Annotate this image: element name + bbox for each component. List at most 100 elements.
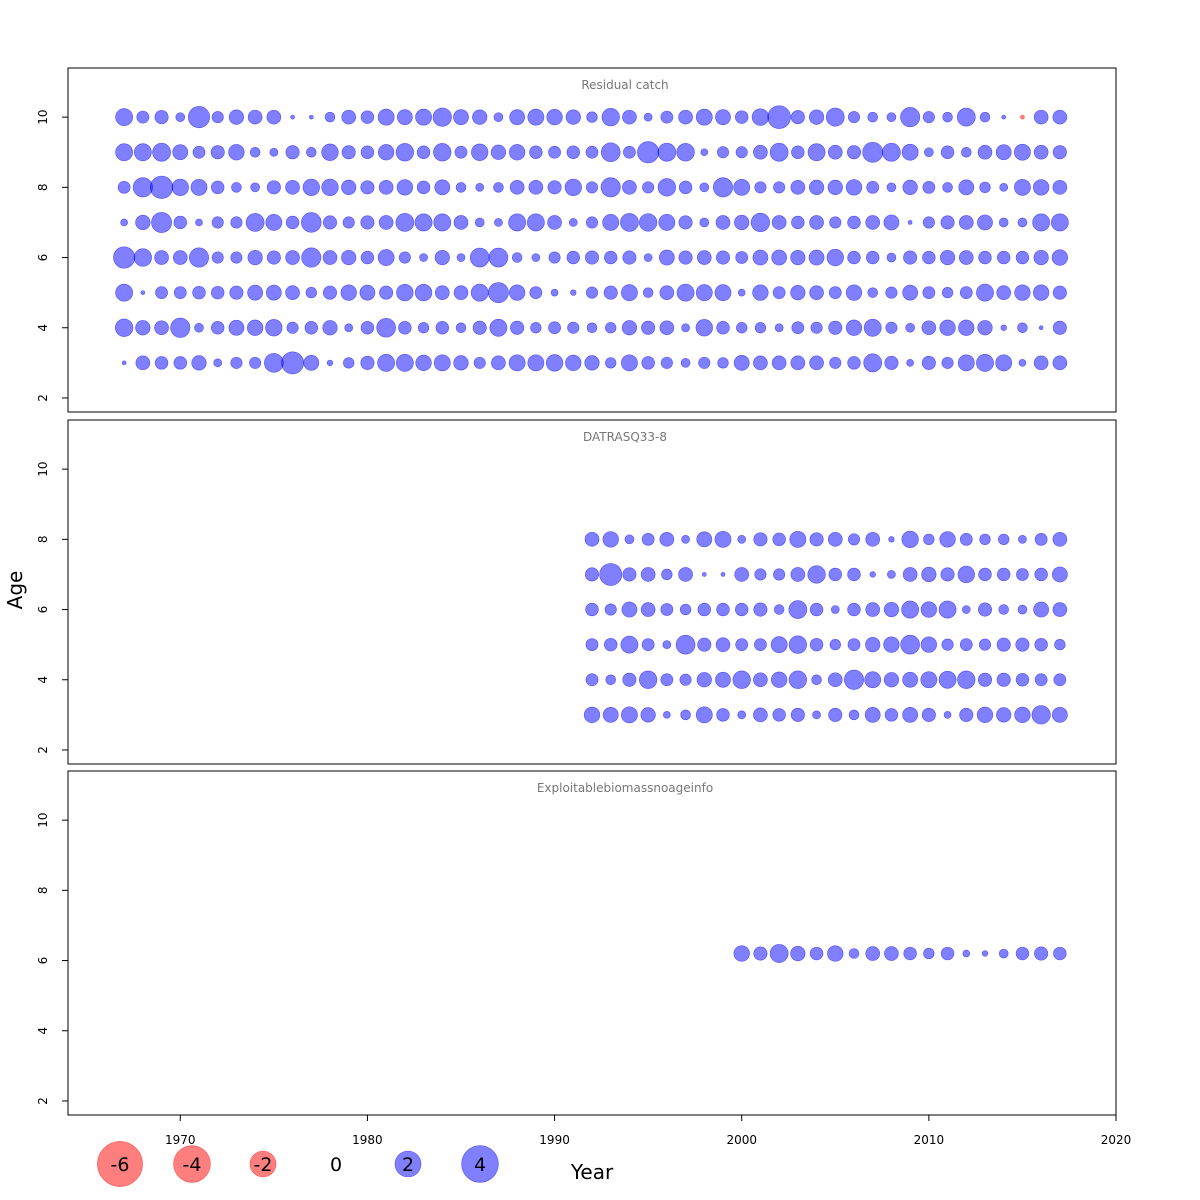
bubble [922,286,936,300]
y-tick-label: 2 [36,746,50,754]
bubble [266,250,281,265]
bubble [699,182,710,193]
bubble [735,110,749,124]
legend-label: -4 [183,1154,202,1176]
bubble [509,109,526,126]
bubble [113,246,136,269]
bubble [1052,145,1067,160]
bubble [680,358,691,368]
bubble [698,356,711,369]
bubble [194,322,204,333]
bubble [735,602,749,617]
bubble [1031,705,1051,725]
legend-label: 0 [330,1154,342,1176]
bubble [1014,284,1031,301]
bubble [791,145,805,159]
y-tick-label: 2 [36,394,50,402]
bubble [753,707,768,723]
bubble [830,605,840,614]
bubble [735,146,748,159]
bubble [829,356,842,369]
bubble [979,111,991,123]
bubble [228,144,245,161]
bubble [245,213,265,232]
bubble [620,213,639,232]
y-tick-label: 2 [36,1097,50,1105]
bubble [807,143,826,162]
bubble [995,354,1013,372]
bubble [548,251,561,264]
bubble [976,706,994,723]
bubble [489,318,508,337]
bubble [621,284,638,302]
bubble [788,670,807,689]
bubble [996,672,1011,687]
bubble [435,321,449,335]
bubble [1034,946,1049,961]
bubble [526,213,545,232]
bubble [959,286,973,300]
bubble [302,178,320,196]
bubble [978,567,992,582]
bubble [866,180,880,194]
bubble [1018,534,1027,544]
bubble [341,145,356,160]
panel-title: Exploitablebiomassnoageinfo [537,781,713,795]
bubble [586,322,598,334]
bubble [414,213,433,232]
bubble [847,215,861,230]
bubble [940,215,955,230]
bubble [604,250,618,265]
bubble [958,215,974,230]
bubble [678,109,693,125]
bubble [230,251,243,264]
bubble [1052,355,1068,371]
bubble [922,216,935,229]
bubble [132,177,153,198]
bubble [133,248,152,267]
bubble [211,180,225,195]
bubble [527,108,545,126]
bubble [827,672,843,688]
bubble [602,531,619,548]
bubble [829,638,841,651]
bubble [735,638,749,652]
bubble [695,319,713,337]
bubble [1014,178,1031,196]
bubble [678,567,693,582]
bubble [565,354,582,371]
bubble [866,250,880,265]
bubble [863,318,882,337]
bubble [864,706,881,723]
bubble [396,179,413,196]
bubble [509,144,526,161]
bubble [603,285,618,300]
bubble [903,250,918,265]
bubble [920,601,937,618]
bubble [977,214,993,231]
bubble [247,319,264,336]
bubble [469,247,490,268]
bubble [920,636,937,653]
bubble [1033,355,1049,371]
bubble [641,532,655,546]
bubble [882,142,901,162]
bubble [996,285,1012,300]
x-tick-label: 1990 [539,1133,570,1147]
bubble [790,355,806,371]
bubble [977,602,993,617]
bubble [1020,114,1025,120]
bubble [530,322,542,334]
bubble [548,145,561,159]
bubble [602,706,619,723]
bubble [285,250,300,265]
bubble [377,353,396,372]
bubble [415,354,432,371]
bubble [301,247,322,268]
bubble [566,145,580,159]
bubble [696,531,713,548]
bubble [1052,285,1067,300]
bubble [488,247,509,268]
bubble [902,179,918,195]
